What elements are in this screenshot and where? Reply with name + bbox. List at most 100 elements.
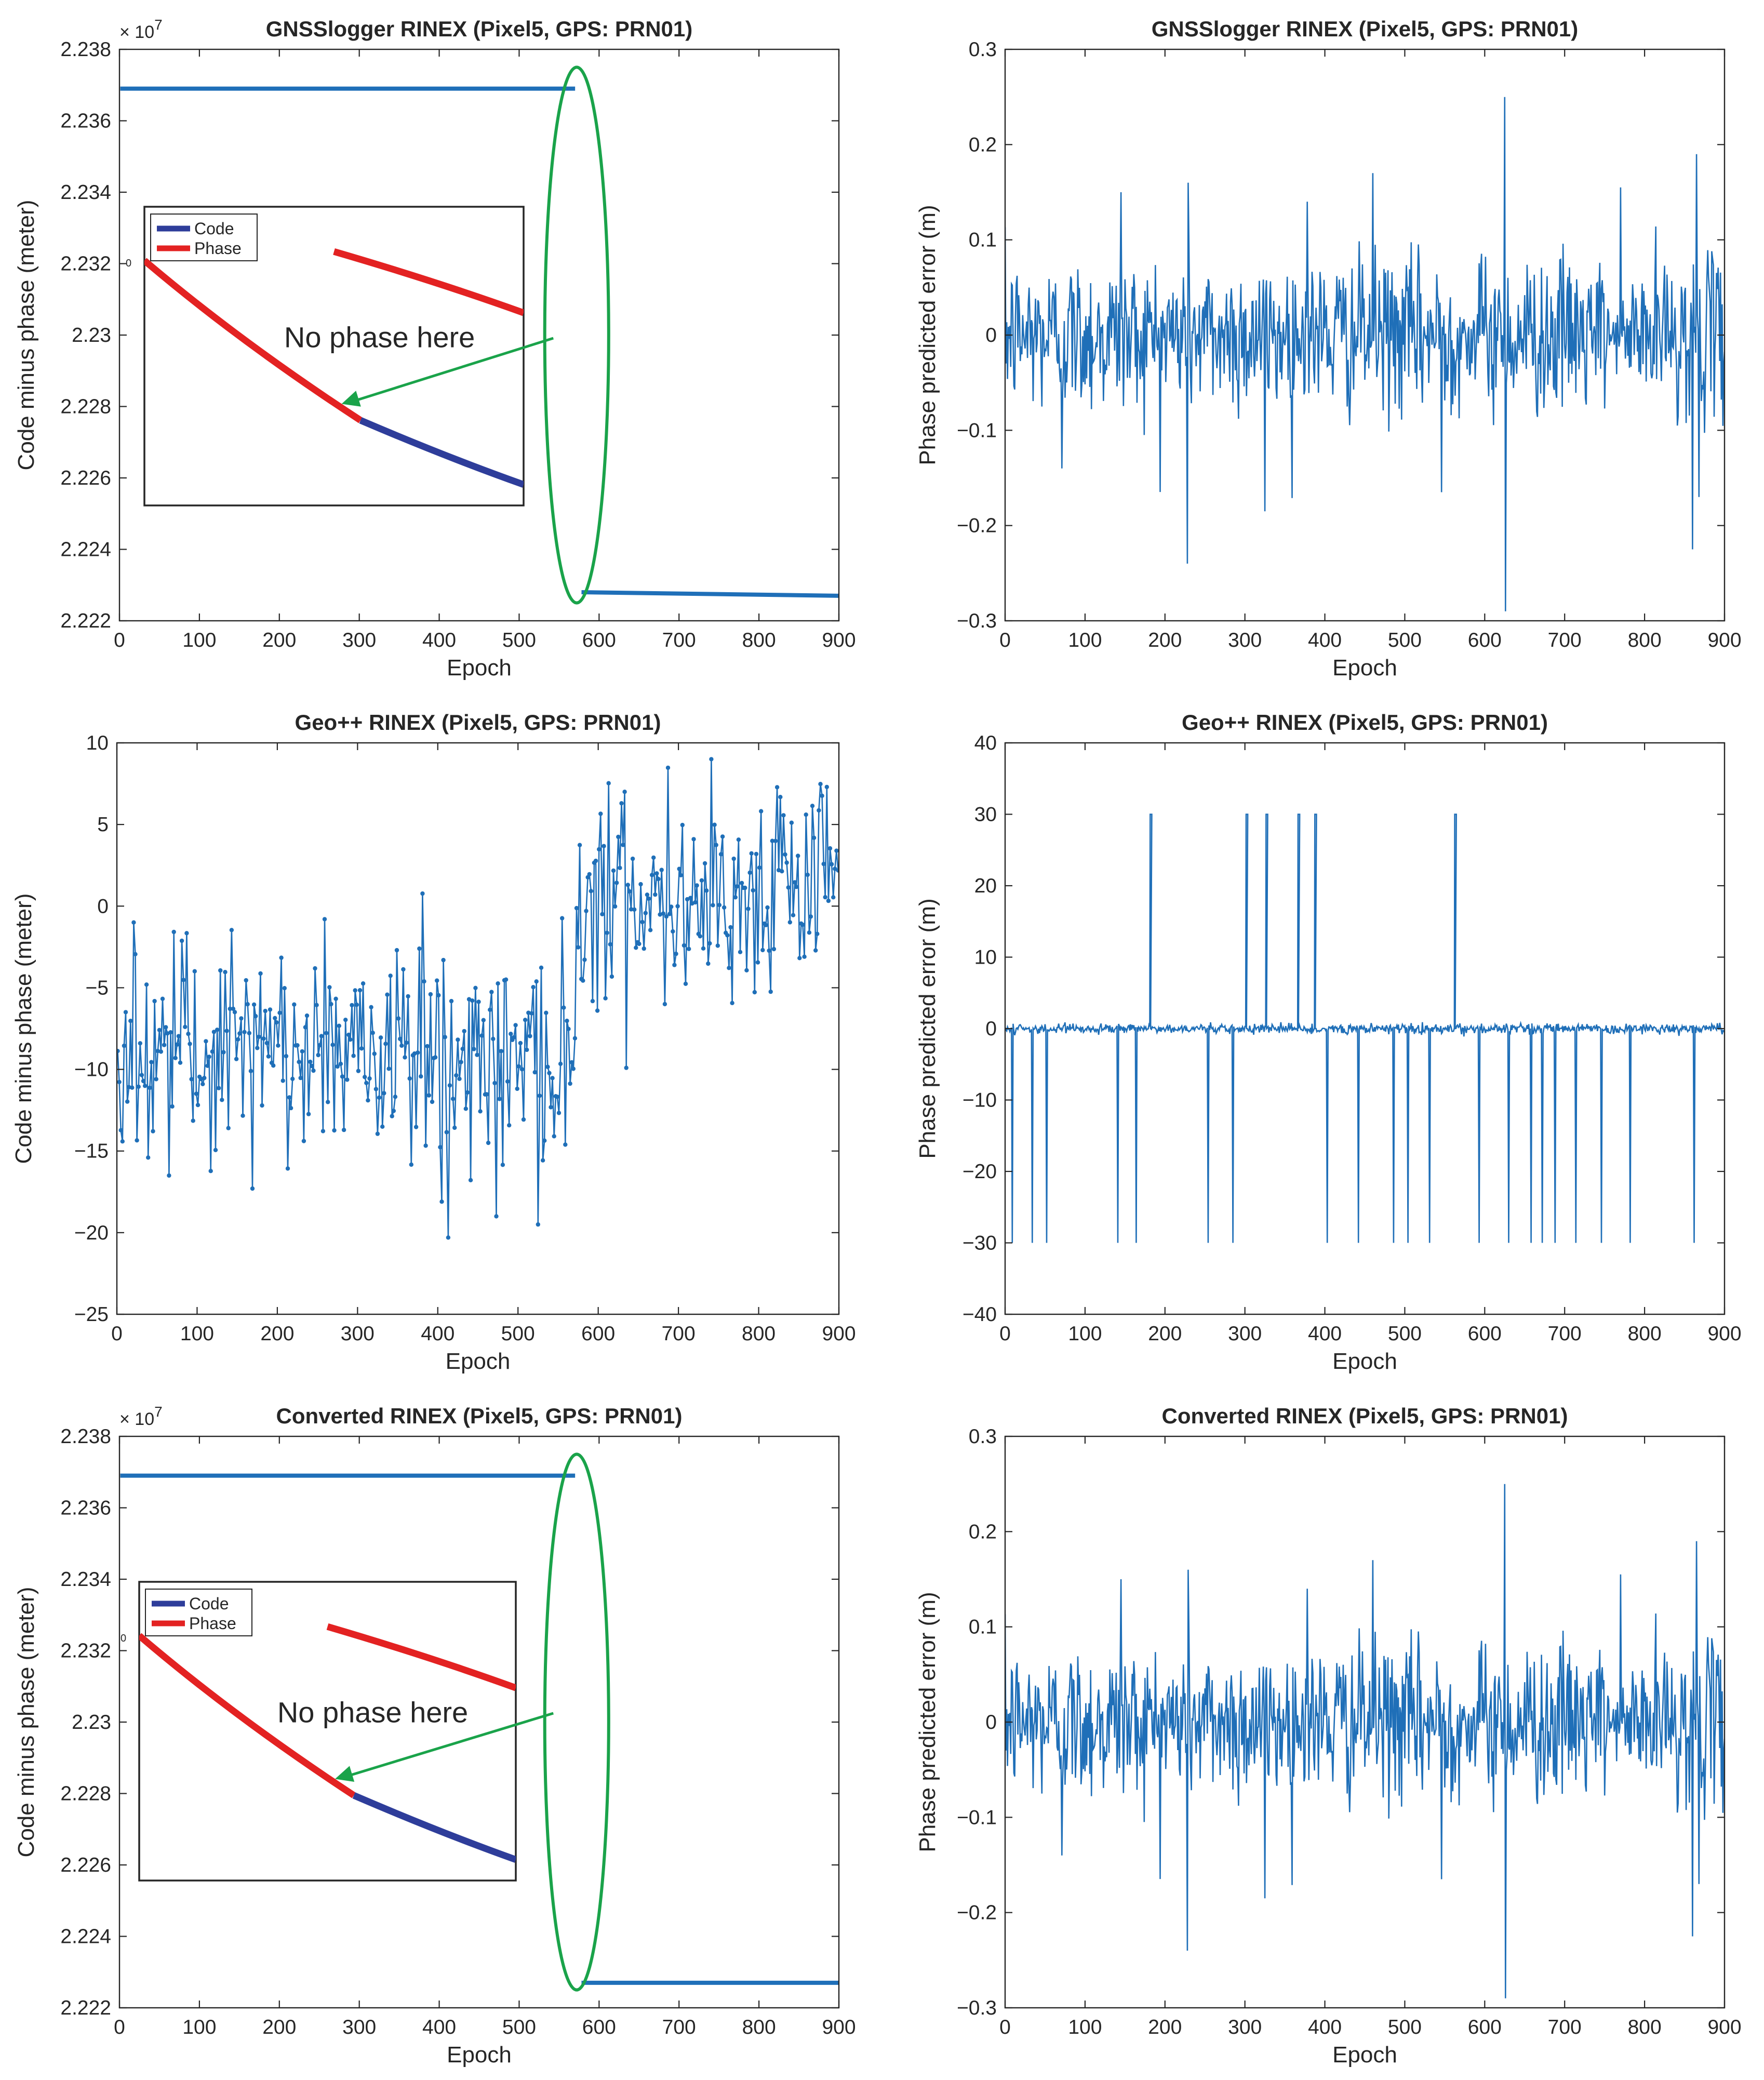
x-tick-label: 900 (822, 1323, 856, 1345)
exponent-power: 7 (154, 17, 163, 33)
exponent-label: × 107 (119, 17, 163, 42)
y-tick-label: −15 (74, 1140, 109, 1163)
plot-content (120, 86, 839, 598)
y-tick-label: 0 (97, 895, 109, 917)
y-tick-label: −0.2 (957, 1902, 997, 1924)
y-tick-label: 10 (974, 946, 997, 969)
y-tick-label: −25 (74, 1303, 109, 1326)
y-tick-label: 10 (86, 732, 109, 754)
inset-phase-curve (139, 1633, 356, 1798)
x-tick-label: 800 (742, 629, 776, 651)
plot-content (117, 757, 839, 1240)
y-axis: 2.222 2.224 2.226 2.228 2.23 2.232 2.234 2.236 2… (60, 1425, 839, 2019)
inset-phase-upper (326, 1623, 516, 1691)
y-tick-label: 0.1 (969, 1616, 997, 1638)
series-line (1005, 1484, 1725, 1998)
x-tick-label: 600 (1468, 1323, 1502, 1345)
y-tick-label: −0.1 (957, 419, 997, 442)
annotation-arrowhead (335, 1766, 355, 1782)
inset-code-curve (352, 1792, 516, 1863)
x-tick-label: 600 (581, 1323, 615, 1345)
y-axis-label: Phase predicted error (m) (915, 205, 940, 465)
y-tick-label: −0.3 (957, 610, 997, 632)
x-tick-label: 100 (1068, 2016, 1102, 2038)
inset-content (144, 248, 524, 488)
inset-content (139, 1623, 516, 1863)
y-tick-label: 2.228 (60, 396, 111, 418)
annotation-text: No phase here (284, 321, 475, 353)
chart-title: GNSSlogger RINEX (Pixel5, GPS: PRN01) (266, 17, 693, 41)
y-tick-label: 0.2 (969, 134, 997, 156)
x-tick-label: 300 (1228, 629, 1262, 651)
x-tick-label: 500 (1388, 2016, 1422, 2038)
y-tick-label: 2.23 (72, 324, 111, 346)
y-tick-label: 2.238 (60, 1425, 111, 1448)
x-axis: 0 100 200 300 400 500 600 700 800 900 (114, 1436, 856, 2038)
x-tick-label: 400 (421, 1323, 455, 1345)
x-tick-label: 300 (342, 2016, 376, 2038)
y-tick-label: −0.2 (957, 515, 997, 537)
chart-panel-1: 0 100 200 300 400 500 600 700 800 9002.2222.2242.… (14, 17, 856, 681)
x-tick-label: 400 (1308, 1323, 1342, 1345)
y-tick-label: −20 (74, 1222, 109, 1244)
inset-phase-upper (333, 248, 524, 316)
inset-marker-label: 0 (121, 1633, 126, 1644)
x-axis: 0 100 200 300 400 500 600 700 800 900 (114, 49, 856, 651)
y-tick-label: 2.222 (60, 610, 111, 632)
x-tick-label: 700 (1548, 2016, 1582, 2038)
annotation-arrowhead (341, 391, 361, 407)
y-tick-label: −5 (86, 977, 109, 999)
y-tick-label: −10 (963, 1089, 997, 1112)
y-tick-label: 5 (97, 814, 109, 836)
x-tick-label: 500 (502, 2016, 536, 2038)
y-tick-label: 2.23 (72, 1711, 111, 1734)
x-axis-label: Epoch (1332, 1349, 1397, 1374)
x-tick-label: 800 (1628, 629, 1662, 651)
y-tick-label: 2.232 (60, 253, 111, 275)
y-tick-label: 2.234 (60, 1568, 111, 1591)
x-tick-label: 400 (1308, 629, 1342, 651)
x-tick-label: 600 (582, 629, 616, 651)
series-line (117, 759, 839, 1238)
x-tick-label: 600 (1468, 2016, 1502, 2038)
exponent-base: × 10 (119, 22, 154, 42)
y-tick-label: −30 (963, 1232, 997, 1255)
x-tick-label: 200 (1148, 629, 1182, 651)
legend-label: Code (189, 1594, 229, 1613)
y-tick-label: 2.234 (60, 181, 111, 204)
plot-content (1005, 97, 1725, 611)
y-axis-label: Code minus phase (meter) (14, 200, 39, 471)
x-tick-label: 400 (422, 2016, 456, 2038)
highlight-ellipse (543, 65, 610, 605)
x-tick-label: 100 (1068, 629, 1102, 651)
y-tick-label: 0.2 (969, 1521, 997, 1543)
plot-content (1005, 814, 1725, 1243)
x-tick-label: 700 (662, 1323, 696, 1345)
x-tick-label: 100 (182, 2016, 216, 2038)
x-axis: 0 100 200 300 400 500 600 700 800 900 (999, 1436, 1742, 2038)
x-tick-label: 500 (501, 1323, 535, 1345)
y-tick-label: 2.226 (60, 1854, 111, 1876)
y-axis: −0.3 −0.2 −0.1 0 0.1 0.2 0.3 (957, 38, 1725, 632)
x-tick-label: 600 (1468, 629, 1502, 651)
chart-panel-5: 0 100 200 300 400 500 600 700 800 9002.2222.2242.… (14, 1404, 856, 2068)
y-tick-label: 0 (985, 1018, 997, 1040)
x-tick-label: 300 (1228, 1323, 1262, 1345)
x-tick-label: 200 (262, 2016, 296, 2038)
x-tick-label: 900 (1707, 629, 1741, 651)
series-segment-2 (581, 590, 839, 598)
x-tick-label: 700 (1548, 1323, 1582, 1345)
x-tick-label: 400 (422, 629, 456, 651)
x-tick-label: 0 (114, 629, 125, 651)
inset-marker-label: 0 (126, 258, 131, 269)
annotation-arrow (352, 337, 554, 403)
y-tick-label: 2.238 (60, 38, 111, 61)
chart-title: GNSSlogger RINEX (Pixel5, GPS: PRN01) (1152, 17, 1579, 41)
y-tick-label: 0.3 (969, 1425, 997, 1448)
chart-panel-3: 0 100 200 300 400 500 600 700 800 900−25−20−15−10… (11, 710, 856, 1374)
y-axis-label: Code minus phase (meter) (14, 1587, 39, 1858)
x-tick-label: 700 (1548, 629, 1582, 651)
y-axis-label: Phase predicted error (m) (915, 898, 940, 1158)
